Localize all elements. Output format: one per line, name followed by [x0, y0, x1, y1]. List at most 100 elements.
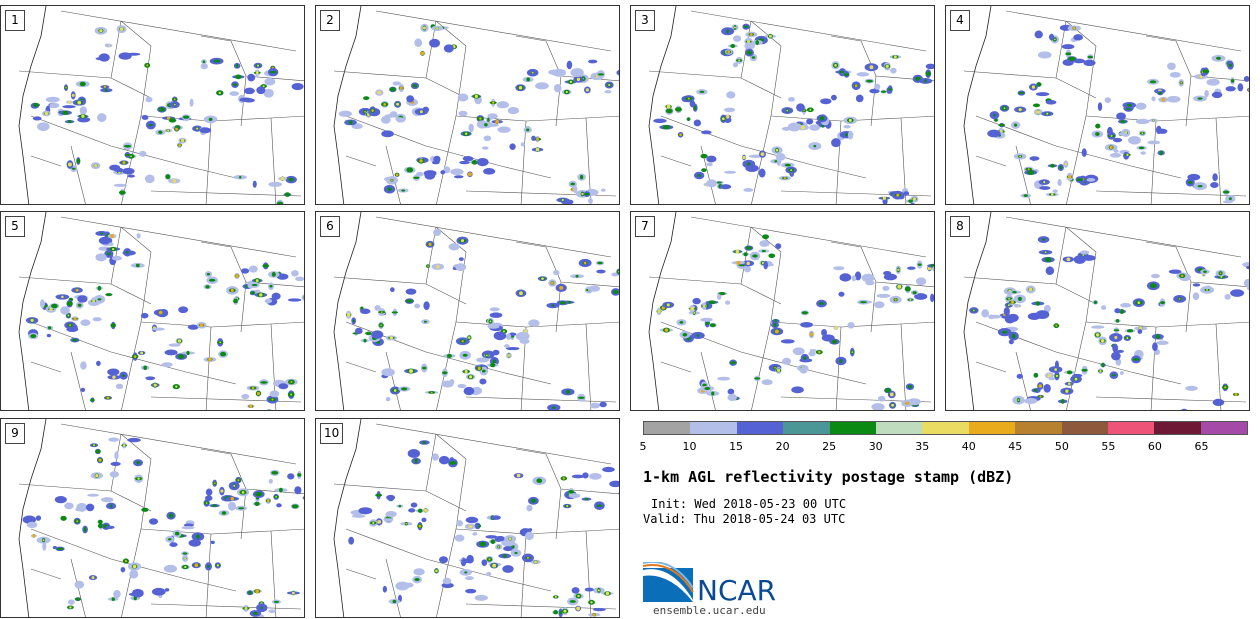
echo-blob [801, 311, 809, 315]
state-border [585, 321, 619, 325]
echo-blob [465, 576, 474, 581]
echo-core [559, 285, 564, 290]
echo-blob [474, 594, 488, 601]
state-border [648, 70, 782, 99]
echo-blob [519, 338, 530, 344]
state-border [700, 351, 716, 410]
echo-blob [136, 233, 141, 239]
echo-blob [930, 293, 934, 303]
echo-blob [838, 291, 845, 297]
echo-blob [1246, 265, 1249, 270]
echo-blob [398, 504, 402, 508]
echo-blob [423, 320, 427, 323]
echo-core [507, 354, 511, 357]
state-border [1150, 120, 1157, 204]
echo-blob [706, 155, 717, 163]
echo-blob [1202, 69, 1210, 74]
echo-blob [472, 532, 478, 536]
echo-blob [855, 94, 864, 103]
echo-blob [806, 118, 814, 125]
state-border [240, 281, 247, 333]
echo-blob [424, 170, 436, 180]
echo-blob [1137, 329, 1143, 334]
echo-core [468, 524, 473, 529]
colorbar-segment [1200, 422, 1248, 434]
echo-blob [294, 486, 302, 495]
echo-blob [1081, 148, 1087, 157]
stamp-panel-10: 10 [315, 418, 620, 618]
echo-blob [1156, 340, 1169, 346]
state-border [435, 433, 467, 617]
state-border [70, 558, 86, 617]
echo-core [477, 366, 481, 371]
echo-blob [406, 167, 414, 173]
state-border [345, 568, 377, 580]
echo-core [469, 375, 473, 379]
state-border [345, 321, 552, 385]
echo-core [576, 606, 581, 611]
echo-blob [1061, 398, 1065, 404]
reflectivity-map [333, 212, 619, 410]
echo-blob [30, 334, 37, 339]
echo-blob [187, 324, 199, 330]
echo-core [1047, 373, 1052, 378]
echo-core [122, 161, 126, 165]
echo-blob [232, 83, 238, 86]
echo-core [749, 32, 753, 36]
echo-core [1064, 162, 1068, 166]
state-border [690, 216, 927, 258]
echo-blob [32, 116, 42, 121]
echo-blob [271, 272, 276, 277]
echo-blob [287, 473, 295, 480]
colorbar-tick-label: 45 [1008, 440, 1023, 453]
echo-blob [97, 519, 103, 524]
state-border [1065, 20, 1097, 204]
reflectivity-map [18, 6, 304, 204]
echo-blob [821, 328, 827, 337]
echo-blob [910, 202, 915, 204]
echo-blob [1158, 91, 1162, 95]
state-border [200, 448, 304, 495]
echo-blob [1097, 102, 1103, 112]
echo-blob [784, 163, 791, 167]
echo-core [497, 545, 500, 548]
state-border [205, 533, 212, 617]
echo-blob [392, 81, 401, 86]
echo-blob [235, 74, 242, 80]
echo-blob [711, 391, 715, 396]
echo-core [175, 385, 178, 388]
echo-blob [126, 52, 141, 56]
echo-blob [92, 317, 102, 322]
echo-blob [803, 356, 807, 360]
echo-blob [492, 349, 500, 356]
echo-blob [110, 461, 121, 466]
echo-blob [111, 597, 115, 601]
echo-core [1206, 289, 1209, 291]
echo-blob [915, 76, 921, 81]
colorbar-segment [783, 422, 830, 434]
echo-blob [856, 72, 870, 77]
echo-blob [167, 538, 172, 541]
reflectivity-map [963, 6, 1249, 204]
echo-blob [161, 362, 173, 368]
echo-blob [461, 558, 474, 564]
echo-blob [520, 142, 526, 147]
colorbar-segment [1061, 422, 1108, 434]
echo-blob [531, 135, 536, 141]
echo-blob [874, 83, 881, 90]
echo-blob [358, 507, 373, 515]
echo-blob [588, 197, 593, 204]
echo-core [679, 133, 682, 137]
echo-core [92, 299, 96, 303]
echo-blob [75, 597, 81, 601]
reflectivity-map [18, 419, 304, 617]
echo-blob [421, 517, 427, 523]
echo-core [1126, 153, 1129, 156]
echo-blob [575, 274, 579, 278]
echo-blob [1150, 283, 1157, 289]
echo-core [173, 98, 176, 101]
ncar-logo-text: NCAR [697, 574, 777, 607]
echo-blob [1249, 266, 1250, 269]
echo-blob [240, 268, 250, 274]
echo-blob [483, 135, 492, 142]
